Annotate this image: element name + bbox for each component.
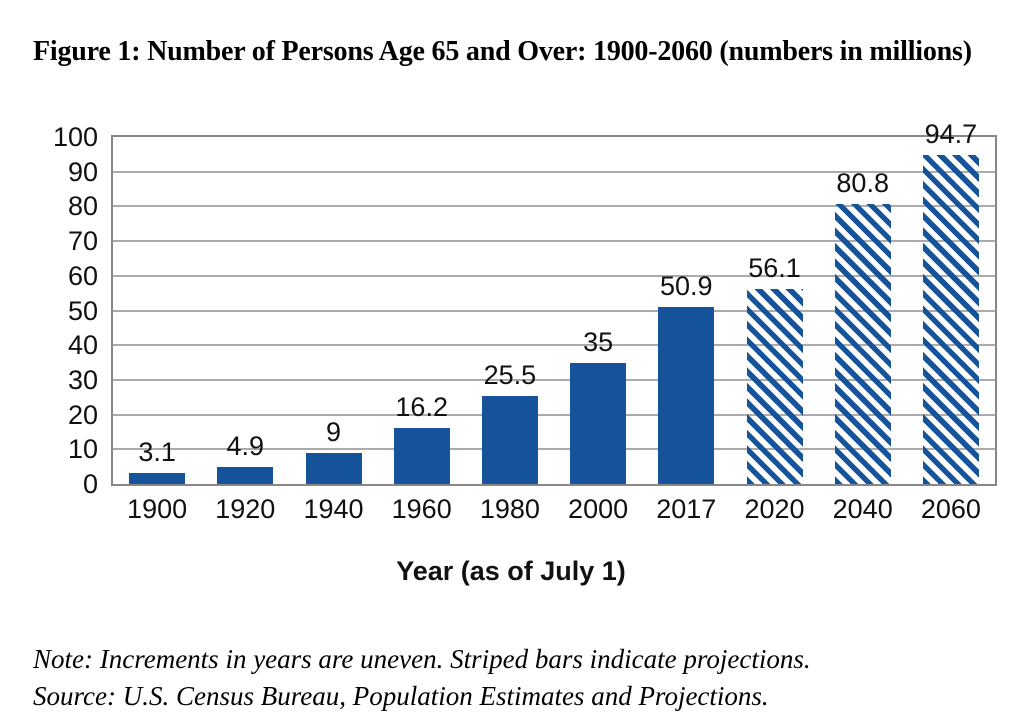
x-axis-tick-label-2040: 2040: [832, 494, 893, 524]
y-axis-tick-label-70: 70: [67, 226, 98, 257]
bar-value-label-2000: 35: [583, 326, 614, 357]
y-axis-tick-label-30: 30: [67, 364, 98, 395]
y-axis-tick-label-60: 60: [67, 260, 98, 291]
note-text: Note: Increments in years are uneven. St…: [33, 644, 811, 674]
bar-1900: [129, 473, 186, 484]
y-axis-tick-label-90: 90: [67, 156, 98, 187]
bar-value-label-1900: 3.1: [138, 437, 176, 468]
bar-value-label-1960: 16.2: [395, 391, 448, 422]
x-axis-tick-label-1900: 1900: [127, 494, 188, 524]
bar-value-label-2020: 56.1: [748, 253, 801, 284]
gridline-y70: [113, 240, 995, 243]
bar-1940: [305, 452, 362, 484]
gridline-y90: [113, 170, 995, 173]
bar-2017: [658, 307, 715, 484]
x-axis-tick-label-1960: 1960: [391, 494, 452, 524]
y-axis-tick-label-100: 100: [52, 122, 98, 152]
bar-value-label-2040: 80.8: [836, 167, 889, 198]
y-axis-tick-label-50: 50: [67, 295, 98, 326]
y-axis-tick-label-10: 10: [67, 434, 98, 465]
gridline-y30: [113, 378, 995, 381]
y-axis-tick-label-80: 80: [67, 191, 98, 222]
gridline-y40: [113, 344, 995, 347]
x-axis-tick-label-2017: 2017: [656, 494, 717, 524]
bar-value-label-1920: 4.9: [226, 431, 265, 461]
source-text: Source: U.S. Census Bureau, Population E…: [33, 681, 769, 711]
bar-value-label-1980: 25.5: [483, 359, 537, 390]
bar-value-label-1940: 9: [325, 416, 342, 447]
bar-value-label-2060: 94.7: [924, 119, 978, 150]
x-axis-tick-label-2060: 2060: [920, 494, 981, 524]
gridline-y10: [113, 448, 995, 451]
x-axis-tick-label-1980: 1980: [479, 494, 540, 524]
x-axis-tick-label-1940: 1940: [303, 494, 364, 524]
figure-title: Figure 1: Number of Persons Age 65 and O…: [33, 36, 972, 67]
figure-notes: Note: Increments in years are uneven. St…: [33, 641, 1003, 715]
x-axis-tick-label-1920: 1920: [215, 494, 276, 524]
x-axis-title: Year (as of July 1): [396, 556, 626, 586]
bar-1980: [481, 395, 538, 484]
y-axis-tick-label-40: 40: [67, 330, 98, 361]
gridline-y60: [113, 274, 995, 277]
x-axis-tick-label-2020: 2020: [744, 494, 805, 524]
y-axis-tick-label-0: 0: [82, 469, 98, 499]
bar-1960: [393, 427, 450, 484]
x-axis-tick-label-2000: 2000: [568, 494, 629, 524]
bar-2000: [570, 362, 627, 484]
plot-area: 3.1 4.9 9 16.2 25.5 35 50.9 56.1 80.8 94.7: [111, 120, 997, 486]
bar-value-label-2017: 50.9: [660, 271, 713, 302]
bar-2060-projection: [922, 155, 979, 484]
bar-2020-projection: [746, 289, 803, 484]
bar-2040-projection: [834, 203, 891, 484]
y-axis-tick-label-20: 20: [67, 399, 98, 430]
gridline-y80: [113, 205, 995, 208]
gridline-y50: [113, 309, 995, 312]
bar-1920: [217, 467, 274, 484]
gridline-y20: [113, 413, 995, 416]
